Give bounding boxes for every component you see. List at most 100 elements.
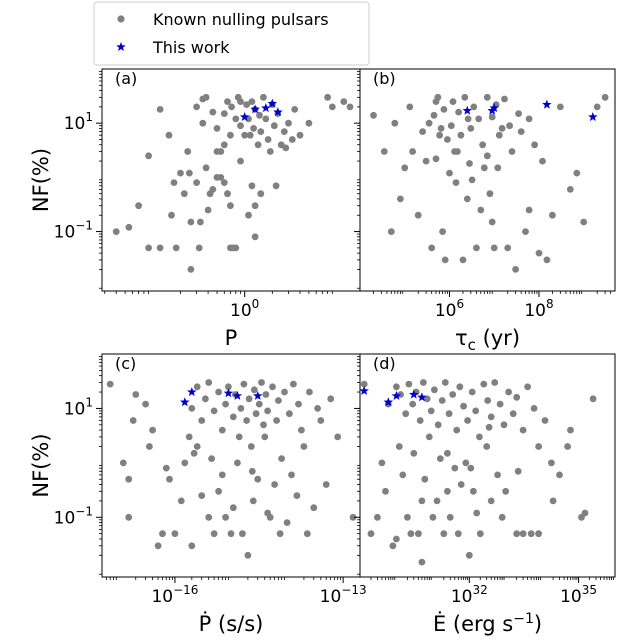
- data-point-known: [491, 379, 499, 386]
- data-point-known: [314, 405, 321, 412]
- data-point-known: [146, 443, 153, 450]
- x-tick-label: 100: [230, 297, 259, 321]
- data-point-known: [251, 202, 259, 210]
- data-point-known: [454, 530, 462, 538]
- data-point-known: [466, 160, 473, 167]
- data-point-known: [125, 223, 133, 231]
- data-point-known: [461, 93, 469, 101]
- data-point-this-work: [223, 388, 234, 398]
- y-tick-label: 10−1: [54, 219, 93, 243]
- data-point-known: [278, 455, 285, 462]
- data-point-known: [269, 383, 276, 391]
- data-point-known: [156, 244, 164, 252]
- data-point-known: [258, 379, 265, 386]
- data-point-known: [374, 513, 381, 521]
- data-point-known: [132, 391, 140, 398]
- data-point-known: [228, 103, 236, 111]
- data-point-known: [477, 206, 485, 214]
- data-point-known: [525, 206, 533, 214]
- data-point-known: [434, 93, 442, 101]
- y-axis-label: NF(%): [29, 433, 53, 497]
- data-point-known: [427, 407, 435, 415]
- data-point-known: [181, 459, 189, 467]
- data-point-known: [188, 542, 196, 550]
- data-point-known: [215, 487, 223, 495]
- data-point-known: [170, 179, 178, 187]
- data-point-known: [273, 417, 280, 424]
- data-point-known: [249, 497, 257, 505]
- data-point-known: [243, 101, 251, 108]
- data-point-known: [389, 542, 397, 550]
- data-point-known: [166, 475, 173, 483]
- data-point-known: [416, 417, 424, 424]
- data-point-known: [463, 195, 471, 203]
- data-point-known: [467, 124, 475, 132]
- data-point-known: [283, 519, 291, 526]
- data-point-known: [393, 535, 400, 543]
- data-point-known: [445, 410, 453, 418]
- x-tick-label: 10−13: [320, 583, 367, 607]
- data-point-known: [451, 148, 458, 155]
- data-point-known: [549, 211, 556, 219]
- data-point-known: [218, 426, 226, 434]
- data-point-this-work: [409, 389, 419, 399]
- data-point-known: [262, 115, 270, 123]
- data-point-known: [460, 402, 467, 410]
- data-point-known: [535, 530, 542, 538]
- data-point-known: [452, 179, 460, 187]
- data-point-known: [220, 141, 228, 149]
- data-point-known: [367, 530, 375, 538]
- data-point-known: [172, 244, 180, 252]
- data-point-known: [317, 417, 325, 424]
- data-point-known: [145, 244, 153, 252]
- data-point-known: [165, 131, 173, 139]
- data-point-known: [286, 410, 293, 418]
- series-this-work: [239, 98, 283, 122]
- data-point-known: [418, 558, 426, 566]
- data-point-known: [453, 426, 461, 434]
- data-point-known: [248, 98, 256, 105]
- data-point-known: [252, 410, 260, 418]
- data-point-known: [224, 98, 231, 105]
- data-point-known: [327, 395, 335, 403]
- data-point-known: [436, 131, 443, 139]
- data-point-known: [162, 464, 170, 472]
- data-point-known: [270, 122, 278, 130]
- data-point-known: [210, 407, 218, 415]
- data-point-known: [498, 124, 506, 132]
- data-point-known: [260, 93, 267, 101]
- data-point-known: [171, 530, 179, 538]
- data-point-known: [402, 410, 410, 418]
- data-point-known: [479, 141, 486, 149]
- data-point-known: [524, 383, 531, 391]
- series-known-nulling-pulsars: [106, 379, 357, 559]
- data-point-known: [222, 513, 230, 521]
- data-point-known: [437, 124, 445, 132]
- data-point-known: [247, 443, 255, 450]
- data-point-known: [250, 386, 258, 394]
- data-point-known: [244, 551, 252, 559]
- data-point-known: [243, 417, 251, 424]
- data-point-known: [378, 459, 386, 467]
- data-point-known: [464, 417, 471, 424]
- data-point-known: [288, 136, 296, 143]
- data-point-known: [199, 119, 207, 127]
- data-point-known: [245, 395, 253, 403]
- data-point-known: [187, 218, 195, 226]
- data-point-known: [340, 98, 348, 105]
- series-known-nulling-pulsars: [360, 379, 597, 566]
- axes-frame: [359, 68, 616, 292]
- data-point-known: [322, 481, 330, 488]
- data-point-known: [195, 244, 203, 252]
- data-point-known: [433, 497, 441, 505]
- data-point-known: [444, 136, 451, 143]
- data-point-known: [197, 218, 204, 226]
- data-point-known: [264, 407, 271, 415]
- data-point-known: [456, 383, 464, 391]
- x-tick-label: 1035: [560, 583, 597, 607]
- data-point-known: [255, 400, 263, 408]
- data-point-known: [254, 141, 262, 149]
- data-point-known: [483, 443, 491, 450]
- data-point-known: [467, 464, 475, 472]
- data-point-known: [423, 395, 431, 403]
